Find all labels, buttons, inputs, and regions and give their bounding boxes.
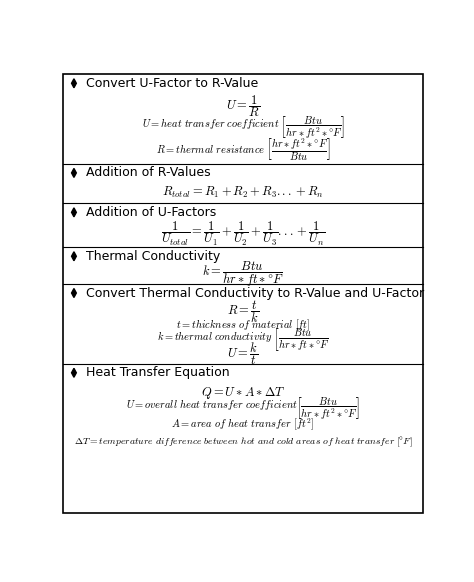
Text: $R = thermal\ resistance\ \left[\dfrac{hr * ft^2 * \degree F}{Btu}\right]$: $R = thermal\ resistance\ \left[\dfrac{h… (156, 136, 330, 163)
Text: $R_{total} = R_1 + R_2 + R_3... + R_n$: $R_{total} = R_1 + R_2 + R_3... + R_n$ (162, 184, 324, 200)
Polygon shape (72, 79, 76, 88)
Polygon shape (72, 168, 76, 178)
Text: Addition of R-Values: Addition of R-Values (86, 166, 210, 179)
Text: $k = thermal\ conductivity\ \left[\dfrac{Btu}{hr * ft * \degree F}\right.$: $k = thermal\ conductivity\ \left[\dfrac… (156, 326, 329, 353)
Text: $U = overall\ heat\ transfer\ coefficient\left[\dfrac{Btu}{hr * ft^2 * \degree F: $U = overall\ heat\ transfer\ coefficien… (126, 396, 360, 423)
Text: Addition of U-Factors: Addition of U-Factors (86, 206, 216, 219)
Text: $A = area\ of\ heat\ transfer\ [ft^2]$: $A = area\ of\ heat\ transfer\ [ft^2]$ (172, 417, 314, 434)
Polygon shape (72, 368, 76, 377)
Polygon shape (72, 289, 76, 297)
Text: $R = \dfrac{t}{k}$: $R = \dfrac{t}{k}$ (227, 298, 259, 325)
Polygon shape (72, 252, 76, 261)
Text: $Q = U * A * \Delta T$: $Q = U * A * \Delta T$ (201, 385, 285, 400)
Text: $\dfrac{1}{U_{total}} = \dfrac{1}{U_1} + \dfrac{1}{U_2} + \dfrac{1}{U_3}... + \d: $\dfrac{1}{U_{total}} = \dfrac{1}{U_1} +… (161, 220, 325, 248)
Polygon shape (72, 208, 76, 217)
Text: $U = \dfrac{k}{t}$: $U = \dfrac{k}{t}$ (228, 340, 258, 367)
Text: $t = thickness\ of\ material\ [ft]$: $t = thickness\ of\ material\ [ft]$ (176, 318, 310, 333)
Text: $\Delta T = temperature\ difference\ between\ hot\ and\ cold\ areas\ of\ heat\ t: $\Delta T = temperature\ difference\ bet… (73, 435, 412, 449)
Text: $k = \dfrac{Btu}{hr * ft * \degree F}$: $k = \dfrac{Btu}{hr * ft * \degree F}$ (202, 259, 284, 289)
Text: Thermal Conductivity: Thermal Conductivity (86, 250, 220, 262)
Text: Convert U-Factor to R-Value: Convert U-Factor to R-Value (86, 77, 258, 90)
Text: Heat Transfer Equation: Heat Transfer Equation (86, 366, 229, 379)
FancyBboxPatch shape (63, 74, 423, 513)
Text: Convert Thermal Conductivity to R-Value and U-Factor: Convert Thermal Conductivity to R-Value … (86, 286, 424, 300)
Text: $U = \dfrac{1}{R}$: $U = \dfrac{1}{R}$ (226, 93, 260, 119)
Text: $U = heat\ transfer\ coefficient\ \left[\dfrac{Btu}{hr * ft^2 * \degree F}\right: $U = heat\ transfer\ coefficient\ \left[… (142, 114, 344, 141)
